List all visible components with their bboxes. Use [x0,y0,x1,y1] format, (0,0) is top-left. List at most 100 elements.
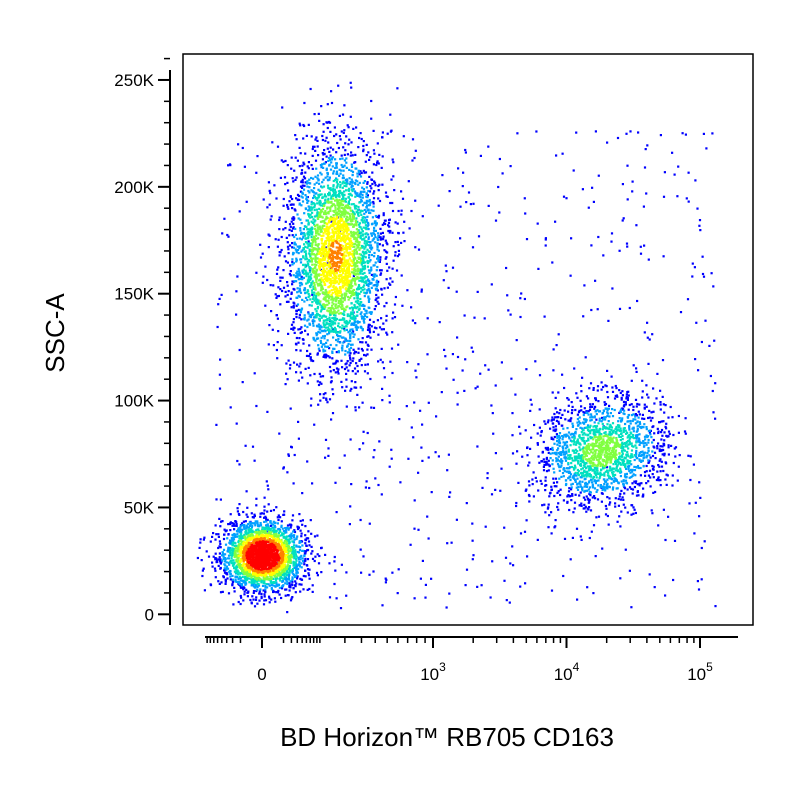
event-dot [525,368,528,371]
event-dot [556,462,560,466]
event-dot [589,432,592,435]
event-dot [602,425,605,428]
event-dot [626,391,629,394]
event-dot [538,408,541,411]
event-dot [335,170,339,173]
event-dot [316,139,319,142]
event-dot [348,354,351,357]
event-dot [316,307,319,310]
event-dot [529,398,532,401]
event-dot [563,444,566,447]
event-dot [309,209,312,212]
event-dot [307,290,310,293]
event-dot [577,453,580,456]
event-dot [335,133,338,136]
event-dot [600,485,603,488]
event-dot [594,279,597,282]
event-dot [347,126,350,129]
event-dot [448,495,451,498]
event-dot [328,316,331,319]
event-dot [215,533,218,536]
event-dot [596,469,599,472]
event-dot [310,220,313,223]
event-dot [227,547,230,550]
event-dot [547,506,550,509]
event-dot [679,311,683,314]
event-dot [299,519,302,523]
event-dot [571,494,574,497]
event-dot [381,231,384,234]
event-dot [630,513,633,516]
event-dot [316,302,319,305]
event-dot [294,591,297,594]
event-dot [356,364,359,368]
event-dot [407,457,410,460]
event-dot [362,144,365,148]
event-dot [247,526,250,529]
event-dot [545,463,548,466]
event-dot [313,187,316,190]
event-dot [625,397,628,400]
event-dot [633,437,636,440]
event-dot [312,285,315,288]
event-dot [256,528,259,531]
event-dot [618,307,622,310]
event-dot [269,284,272,287]
event-dot [292,544,296,547]
event-dot [561,445,564,448]
event-dot [647,429,650,433]
event-dot [635,436,638,439]
event-dot [329,158,332,162]
event-dot [276,522,279,525]
event-dot [305,237,308,240]
event-dot [233,590,236,593]
event-dot [359,325,362,328]
event-dot [652,476,655,479]
event-dot [295,336,298,340]
event-dot [364,232,367,235]
event-dot [554,429,557,433]
event-dot [326,121,329,124]
event-dot [267,343,270,346]
event-dot [288,566,291,570]
event-dot [296,527,300,531]
event-dot [328,324,331,327]
event-dot [289,580,292,583]
event-dot [421,215,424,218]
event-dot [315,167,318,170]
event-dot [363,267,367,270]
event-dot [373,273,376,276]
event-dot [292,251,295,254]
event-dot [529,447,532,450]
event-dot [397,231,400,235]
event-dot [261,528,264,531]
event-dot [370,223,374,226]
event-dot [641,379,644,382]
event-dot [312,145,315,148]
event-dot [667,416,670,419]
event-dot [350,323,353,326]
event-dot [316,305,320,308]
event-dot [327,141,330,144]
event-dot [417,248,421,251]
event-dot [584,482,587,485]
event-dot [311,482,314,485]
event-dot [264,584,267,587]
event-dot [376,319,379,322]
event-dot [550,488,553,491]
event-dot [297,308,300,311]
event-dot [560,475,563,478]
event-dot [259,515,262,518]
event-dot [291,580,294,583]
event-dot [363,276,366,279]
event-dot [320,308,323,311]
event-dot [293,235,296,239]
event-dot [298,122,301,125]
event-dot [578,420,581,423]
event-dot [638,421,641,424]
event-dot [264,516,268,520]
event-dot [372,200,375,204]
event-dot [289,203,292,206]
event-dot [370,281,373,284]
event-dot [699,229,702,232]
